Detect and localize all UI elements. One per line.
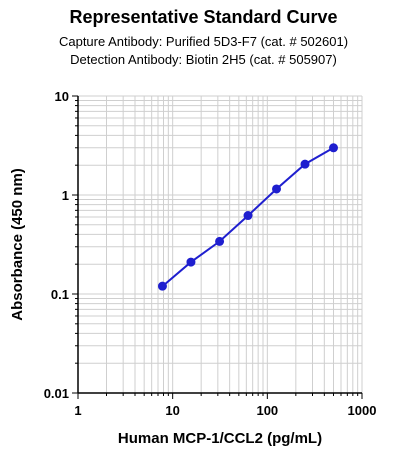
data-point — [272, 184, 282, 194]
chart-subtitle-detection: Detection Antibody: Biotin 2H5 (cat. # 5… — [70, 52, 337, 67]
axis-ticks: 1 10 100 1000 0.01 0.1 1 10 — [44, 89, 377, 418]
x-tick-label: 1 — [74, 403, 81, 418]
y-tick-label: 0.1 — [51, 287, 69, 302]
data-point — [243, 211, 253, 221]
chart-title: Representative Standard Curve — [69, 7, 338, 27]
x-axis-label: Human MCP-1/CCL2 (pg/mL) — [118, 430, 322, 447]
x-tick-label: 1000 — [348, 403, 377, 418]
data-point — [215, 236, 225, 246]
y-tick-label: 0.01 — [44, 386, 69, 401]
data-point — [157, 281, 167, 291]
chart-subtitle-capture: Capture Antibody: Purified 5D3-F7 (cat. … — [58, 34, 349, 49]
y-axis-label: Absorbance (450 nm) — [9, 168, 26, 321]
data-point — [300, 159, 310, 169]
data-series — [157, 143, 339, 291]
x-tick-label: 100 — [256, 403, 278, 418]
data-point — [186, 257, 196, 267]
y-tick-label: 1 — [62, 188, 69, 203]
x-tick-label: 10 — [165, 403, 179, 418]
axes — [77, 96, 362, 394]
y-tick-label: 10 — [55, 89, 69, 104]
data-point — [329, 143, 339, 153]
